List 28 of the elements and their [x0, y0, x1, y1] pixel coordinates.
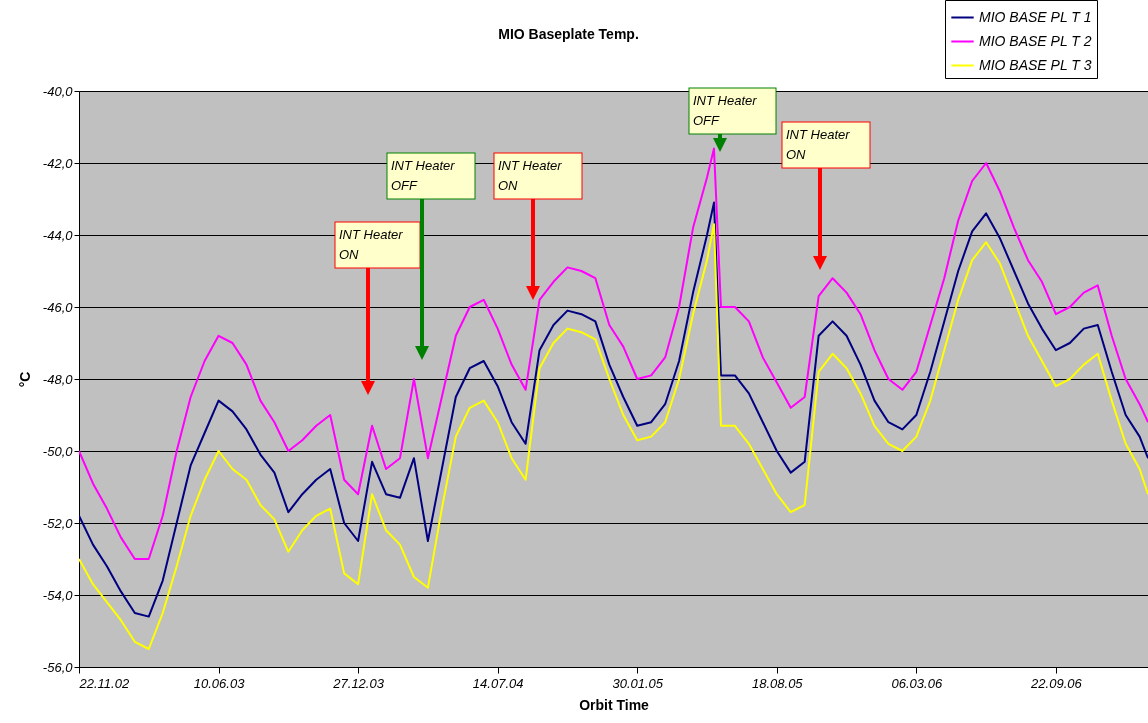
y-tick-label: -42,0 — [42, 155, 74, 171]
annotation: INT Heater ON — [498, 158, 563, 193]
x-tick-label: 14.07.04 — [472, 675, 524, 691]
annotation: INT Heater ON — [786, 127, 851, 162]
y-tick-label: -50,0 — [42, 443, 74, 459]
x-axis-title: Orbit Time — [579, 696, 650, 713]
y-tick-label: -44,0 — [42, 227, 74, 243]
x-tick-label: 30.01.05 — [612, 675, 664, 691]
x-tick-label: 27.12.03 — [332, 675, 385, 691]
x-tick-label: 10.06.03 — [193, 675, 246, 691]
annotation: INT Heater OFF — [391, 158, 456, 193]
legend-label: MIO BASE PL T 2 — [979, 32, 1092, 49]
y-tick-label: -54,0 — [42, 587, 74, 603]
annotation: INT Heater ON — [339, 227, 404, 262]
y-tick-label: -40,0 — [42, 83, 74, 99]
chart-title: MIO Baseplate Temp. — [498, 25, 639, 42]
x-tick-label: 22.09.06 — [1030, 675, 1083, 691]
y-tick-label: -56,0 — [42, 659, 74, 675]
x-tick-label: 22.11.02 — [78, 675, 130, 691]
annotation: INT Heater OFF — [693, 93, 758, 128]
x-tick-label: 06.03.06 — [891, 675, 943, 691]
legend-label: MIO BASE PL T 3 — [979, 56, 1092, 73]
y-tick-label: -48,0 — [42, 371, 74, 387]
x-tick-label: 18.08.05 — [751, 675, 804, 691]
y-tick-label: -52,0 — [42, 515, 74, 531]
legend-label: MIO BASE PL T 1 — [979, 8, 1092, 25]
y-axis-title: °C — [16, 371, 33, 388]
y-tick-label: -46,0 — [42, 299, 74, 315]
